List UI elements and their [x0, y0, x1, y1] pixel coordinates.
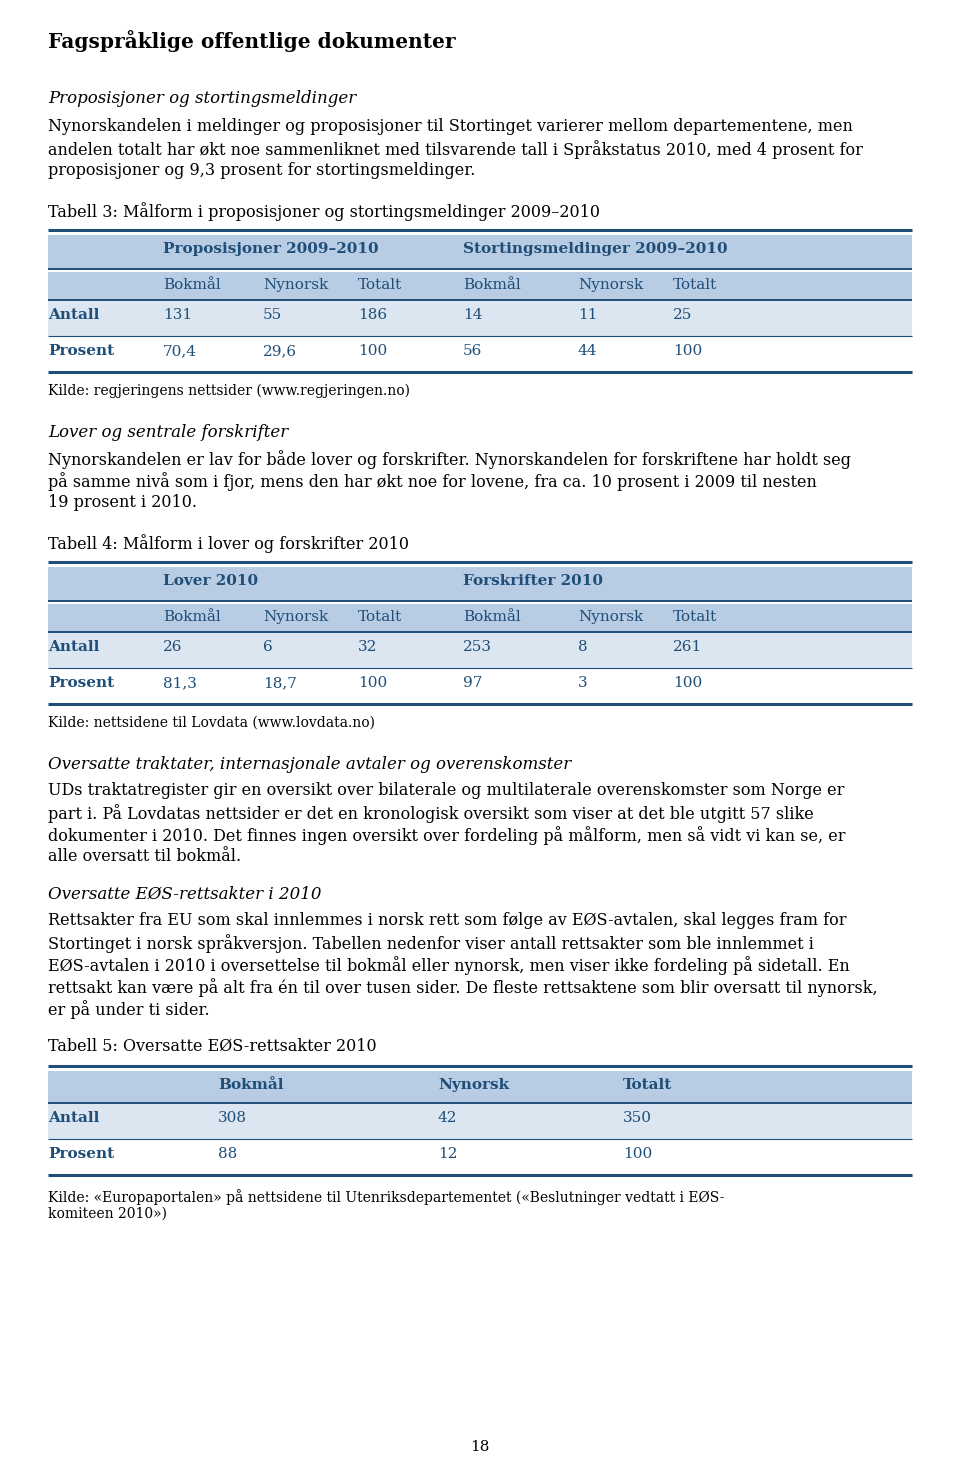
- Text: 350: 350: [623, 1111, 652, 1124]
- Text: Nynorsk: Nynorsk: [578, 277, 643, 292]
- Text: på samme nivå som i fjor, mens den har økt noe for lovene, fra ca. 10 prosent i : på samme nivå som i fjor, mens den har ø…: [48, 473, 817, 490]
- Text: 100: 100: [673, 675, 703, 690]
- Text: Bokmål: Bokmål: [463, 611, 520, 624]
- Text: proposisjoner og 9,3 prosent for stortingsmeldinger.: proposisjoner og 9,3 prosent for stortin…: [48, 161, 475, 179]
- Text: 29,6: 29,6: [263, 344, 298, 358]
- Text: Stortingsmeldinger 2009–2010: Stortingsmeldinger 2009–2010: [463, 242, 728, 255]
- Text: UDs traktatregister gir en oversikt over bilaterale og multilaterale overenskoms: UDs traktatregister gir en oversikt over…: [48, 782, 845, 799]
- Text: Bokmål: Bokmål: [218, 1078, 283, 1092]
- Text: 261: 261: [673, 640, 703, 655]
- Text: 253: 253: [463, 640, 492, 655]
- Text: Totalt: Totalt: [623, 1078, 672, 1092]
- Text: Nynorsk: Nynorsk: [263, 611, 328, 624]
- Text: 42: 42: [438, 1111, 458, 1124]
- Bar: [48, 633, 912, 668]
- Bar: [48, 603, 912, 633]
- Text: 55: 55: [263, 308, 282, 321]
- Text: 8: 8: [578, 640, 588, 655]
- Text: Oversatte EØS-rettsakter i 2010: Oversatte EØS-rettsakter i 2010: [48, 887, 322, 903]
- Bar: [48, 567, 912, 600]
- Text: EØS-avtalen i 2010 i oversettelse til bokmål eller nynorsk, men viser ikke forde: EØS-avtalen i 2010 i oversettelse til bo…: [48, 956, 850, 975]
- Text: Antall: Antall: [48, 308, 100, 321]
- Text: 44: 44: [578, 344, 597, 358]
- Text: Kilde: nettsidene til Lovdata (www.lovdata.no): Kilde: nettsidene til Lovdata (www.lovda…: [48, 716, 375, 730]
- Text: 100: 100: [673, 344, 703, 358]
- Text: Lover og sentrale forskrifter: Lover og sentrale forskrifter: [48, 424, 288, 440]
- Text: Kilde: «Europaportalen» på nettsidene til Utenriksdepartementet («Beslutninger v: Kilde: «Europaportalen» på nettsidene ti…: [48, 1189, 725, 1205]
- Text: 32: 32: [358, 640, 377, 655]
- Text: 56: 56: [463, 344, 482, 358]
- Text: andelen totalt har økt noe sammenliknet med tilsvarende tall i Språkstatus 2010,: andelen totalt har økt noe sammenliknet …: [48, 139, 863, 159]
- Text: komiteen 2010»): komiteen 2010»): [48, 1207, 167, 1221]
- Text: rettsakt kan være på alt fra én til over tusen sider. De fleste rettsaktene som : rettsakt kan være på alt fra én til over…: [48, 978, 877, 997]
- Bar: [48, 272, 912, 299]
- Text: 100: 100: [358, 675, 387, 690]
- Bar: [48, 1102, 912, 1139]
- Text: Tabell 3: Målform i proposisjoner og stortingsmeldinger 2009–2010: Tabell 3: Målform i proposisjoner og sto…: [48, 203, 600, 220]
- Text: alle oversatt til bokmål.: alle oversatt til bokmål.: [48, 849, 241, 865]
- Text: Bokmål: Bokmål: [163, 277, 221, 292]
- Text: 18: 18: [470, 1440, 490, 1453]
- Text: Fagspråklige offentlige dokumenter: Fagspråklige offentlige dokumenter: [48, 29, 455, 51]
- Text: 25: 25: [673, 308, 692, 321]
- Text: Tabell 4: Målform i lover og forskrifter 2010: Tabell 4: Målform i lover og forskrifter…: [48, 534, 409, 553]
- Text: 19 prosent i 2010.: 19 prosent i 2010.: [48, 495, 197, 511]
- Text: Lover 2010: Lover 2010: [163, 574, 258, 589]
- Text: dokumenter i 2010. Det finnes ingen oversikt over fordeling på målform, men så v: dokumenter i 2010. Det finnes ingen over…: [48, 826, 846, 846]
- Text: Totalt: Totalt: [358, 611, 402, 624]
- Bar: [48, 235, 912, 269]
- Text: 18,7: 18,7: [263, 675, 297, 690]
- Text: 100: 100: [623, 1147, 652, 1161]
- Text: 12: 12: [438, 1147, 458, 1161]
- Text: 186: 186: [358, 308, 387, 321]
- Text: Kilde: regjeringens nettsider (www.regjeringen.no): Kilde: regjeringens nettsider (www.regje…: [48, 385, 410, 398]
- Text: Rettsakter fra EU som skal innlemmes i norsk rett som følge av EØS-avtalen, skal: Rettsakter fra EU som skal innlemmes i n…: [48, 912, 847, 929]
- Text: er på under ti sider.: er på under ti sider.: [48, 1000, 209, 1019]
- Text: 6: 6: [263, 640, 273, 655]
- Text: Proposisjoner og stortingsmeldinger: Proposisjoner og stortingsmeldinger: [48, 90, 356, 107]
- Bar: [48, 336, 912, 371]
- Text: 26: 26: [163, 640, 182, 655]
- Text: Oversatte traktater, internasjonale avtaler og overenskomster: Oversatte traktater, internasjonale avta…: [48, 756, 571, 774]
- Text: Tabell 5: Oversatte EØS-rettsakter 2010: Tabell 5: Oversatte EØS-rettsakter 2010: [48, 1038, 376, 1055]
- Text: Prosent: Prosent: [48, 344, 114, 358]
- Text: Bokmål: Bokmål: [163, 611, 221, 624]
- Bar: [48, 1072, 912, 1102]
- Text: Prosent: Prosent: [48, 1147, 114, 1161]
- Text: Nynorsk: Nynorsk: [578, 611, 643, 624]
- Text: 97: 97: [463, 675, 482, 690]
- Text: Nynorsk: Nynorsk: [263, 277, 328, 292]
- Text: Totalt: Totalt: [673, 611, 717, 624]
- Text: 70,4: 70,4: [163, 344, 197, 358]
- Text: Totalt: Totalt: [358, 277, 402, 292]
- Text: 81,3: 81,3: [163, 675, 197, 690]
- Text: Bokmål: Bokmål: [463, 277, 520, 292]
- Text: Proposisjoner 2009–2010: Proposisjoner 2009–2010: [163, 242, 378, 255]
- Text: Antall: Antall: [48, 1111, 100, 1124]
- Text: Nynorskandelen er lav for både lover og forskrifter. Nynorskandelen for forskrif: Nynorskandelen er lav for både lover og …: [48, 451, 851, 468]
- Text: Stortinget i norsk språkversjon. Tabellen nedenfor viser antall rettsakter som b: Stortinget i norsk språkversjon. Tabelle…: [48, 934, 814, 953]
- Text: 100: 100: [358, 344, 387, 358]
- Text: Prosent: Prosent: [48, 675, 114, 690]
- Text: Nynorskandelen i meldinger og proposisjoner til Stortinget varierer mellom depar: Nynorskandelen i meldinger og proposisjo…: [48, 117, 852, 135]
- Text: 11: 11: [578, 308, 597, 321]
- Text: 131: 131: [163, 308, 192, 321]
- Text: 3: 3: [578, 675, 588, 690]
- Text: 88: 88: [218, 1147, 237, 1161]
- Text: Nynorsk: Nynorsk: [438, 1078, 509, 1092]
- Text: Antall: Antall: [48, 640, 100, 655]
- Bar: [48, 299, 912, 336]
- Bar: [48, 1139, 912, 1174]
- Text: Forskrifter 2010: Forskrifter 2010: [463, 574, 603, 589]
- Text: 308: 308: [218, 1111, 247, 1124]
- Text: part i. På Lovdatas nettsider er det en kronologisk oversikt som viser at det bl: part i. På Lovdatas nettsider er det en …: [48, 804, 814, 824]
- Bar: [48, 668, 912, 705]
- Text: 14: 14: [463, 308, 483, 321]
- Text: Totalt: Totalt: [673, 277, 717, 292]
